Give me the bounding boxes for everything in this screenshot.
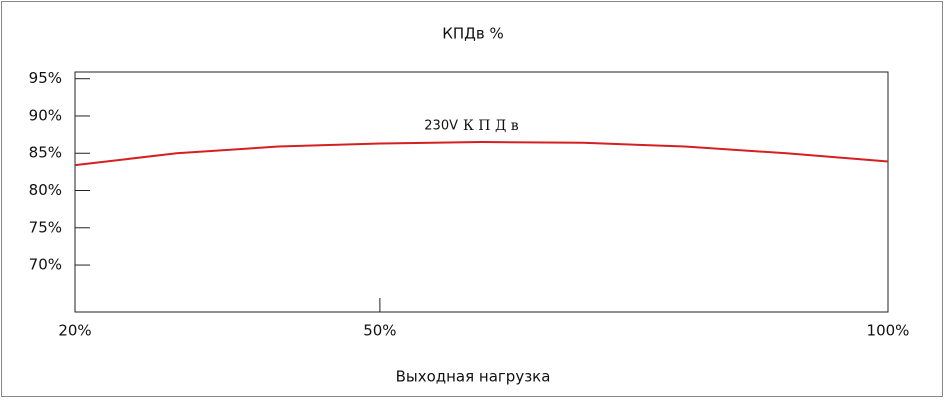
series-line xyxy=(74,141,889,167)
annotation: К П Д в xyxy=(463,118,519,134)
x-tick-label: 100% xyxy=(867,322,910,340)
y-tick-label: 95% xyxy=(29,69,62,87)
x-tick-label: 50% xyxy=(363,322,396,340)
plot-area xyxy=(74,71,889,313)
x-axis-label: Выходная нагрузка xyxy=(396,368,551,386)
y-tick-label: 70% xyxy=(29,256,62,274)
legend-label: 230V xyxy=(424,119,458,134)
chart-title: КПДв % xyxy=(442,25,504,43)
y-tick-label: 85% xyxy=(29,144,62,162)
y-tick-label: 75% xyxy=(29,218,62,236)
x-tick-label: 20% xyxy=(58,322,91,340)
y-tick-label: 90% xyxy=(29,106,62,124)
y-tick-label: 80% xyxy=(29,181,62,199)
